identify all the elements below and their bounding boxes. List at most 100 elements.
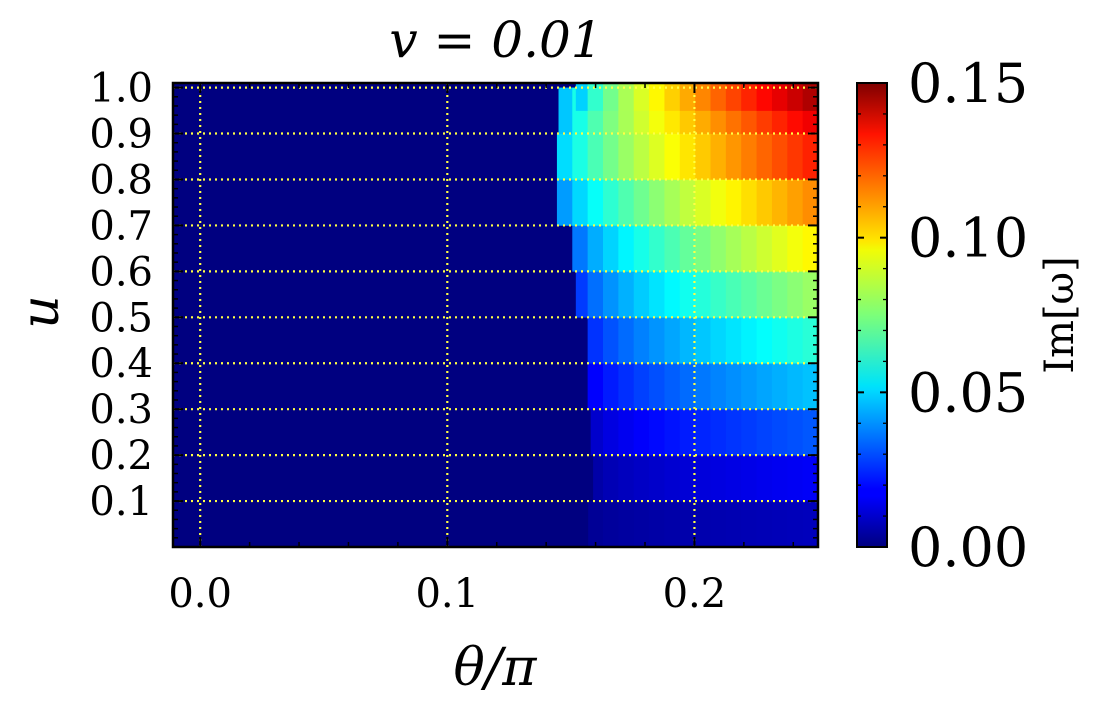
- heatmap-cell: [756, 83, 773, 111]
- heatmap-cell: [725, 179, 742, 226]
- heatmap-cell: [603, 363, 619, 410]
- heatmap-cell: [603, 501, 619, 547]
- y-tick-label: 1.0: [89, 66, 153, 112]
- heatmap-cells: [173, 83, 818, 547]
- y-tick-label: 0.5: [89, 295, 153, 341]
- heatmap-cell: [618, 409, 635, 456]
- x-axis-ticks: 0.0 0.1 0.2: [168, 83, 795, 617]
- heatmap-cell: [618, 363, 635, 410]
- heatmap-cell: [695, 363, 712, 410]
- heatmap-cell: [802, 409, 818, 456]
- colorbar-ticks: 0.00 0.05 0.10 0.15: [857, 52, 1028, 579]
- heatmap-cell: [679, 363, 696, 410]
- heatmap-cell: [664, 83, 681, 111]
- colorbar-label: Im[ω]: [1037, 256, 1083, 374]
- heatmap-cell: [679, 409, 696, 456]
- heatmap-cell: [710, 317, 727, 364]
- heatmap-cell: [618, 83, 635, 111]
- heatmap-cell: [725, 409, 742, 456]
- heatmap-cell: [649, 363, 666, 410]
- heatmap-cell: [633, 317, 650, 364]
- heatmap-cell: [618, 455, 635, 502]
- heatmap-cell: [741, 83, 758, 111]
- heatmap-cell: [771, 501, 788, 547]
- heatmap-cell: [802, 501, 818, 547]
- heatmap-cell: [572, 133, 589, 180]
- heatmap-cell: [725, 363, 742, 410]
- heatmap-cell: [679, 133, 696, 180]
- heatmap-cell: [787, 501, 804, 547]
- heatmap-cell: [603, 455, 619, 502]
- heatmap-cell: [802, 133, 818, 180]
- heatmap-cell: [590, 409, 604, 456]
- heatmap-cell: [664, 271, 681, 318]
- heatmap-cell: [802, 225, 818, 272]
- heatmap-cell: [664, 133, 681, 180]
- heatmap-cell: [771, 179, 788, 226]
- y-axis-ticks: 0.10.20.30.40.50.60.70.80.91.0: [89, 66, 818, 539]
- heatmap-cell: [649, 409, 666, 456]
- heatmap-cell: [695, 409, 712, 456]
- y-tick-label: 0.9: [89, 112, 153, 158]
- heatmap-cell: [633, 501, 650, 547]
- heatmap-cell: [695, 501, 712, 547]
- heatmap-cell: [725, 317, 742, 364]
- heatmap-cell: [649, 225, 666, 272]
- heatmap-cell: [695, 83, 712, 111]
- heatmap-cell: [787, 409, 804, 456]
- heatmap-cell: [664, 225, 681, 272]
- heatmap-cell: [664, 409, 681, 456]
- heatmap-cell: [695, 133, 712, 180]
- heatmap-cell: [802, 271, 818, 318]
- heatmap-cell: [587, 363, 604, 410]
- heatmap-cell: [787, 133, 804, 180]
- colorbar-tick-label: 0.00: [908, 516, 1028, 579]
- heatmap-cell: [695, 317, 712, 364]
- heatmap-cell: [664, 363, 681, 410]
- heatmap-cell: [556, 179, 573, 226]
- heatmap-cell: [741, 409, 758, 456]
- heatmap-cell: [679, 83, 696, 111]
- heatmap-cell: [741, 363, 758, 410]
- colorbar-tick-label: 0.15: [908, 52, 1028, 115]
- heatmap-cell: [633, 363, 650, 410]
- heatmap-cell: [710, 409, 727, 456]
- heatmap-cell: [710, 133, 727, 180]
- heatmap-cell: [587, 83, 604, 111]
- heatmap-cell: [787, 271, 804, 318]
- heatmap-cell: [603, 271, 619, 318]
- x-axis-label: θ/π: [453, 638, 537, 698]
- heatmap-cell: [741, 271, 758, 318]
- heatmap-cell: [593, 455, 604, 502]
- heatmap-cell: [618, 179, 635, 226]
- heatmap-cell: [633, 271, 650, 318]
- heatmap-cell: [649, 83, 666, 111]
- heatmap-cell: [710, 501, 727, 547]
- heatmap-cell: [603, 225, 619, 272]
- heatmap-cell: [587, 225, 604, 272]
- x-tick-label: 0.1: [415, 571, 479, 617]
- heatmap-cell: [695, 179, 712, 226]
- heatmap-cell: [618, 501, 635, 547]
- heatmap-cell: [756, 179, 773, 226]
- heatmap-cell: [771, 363, 788, 410]
- heatmap-cell: [633, 225, 650, 272]
- heatmap-cell: [725, 83, 742, 111]
- x-tick-label: 0.0: [168, 571, 232, 617]
- heatmap-cell: [558, 87, 573, 134]
- heatmap-cell: [725, 455, 742, 502]
- heatmap-cell: [756, 133, 773, 180]
- heatmap-cell: [695, 455, 712, 502]
- heatmap-cell: [741, 501, 758, 547]
- heatmap-cell: [787, 363, 804, 410]
- colorbar-tick-label: 0.05: [908, 361, 1028, 424]
- heatmap-cell: [710, 363, 727, 410]
- heatmap-cell: [572, 225, 589, 272]
- heatmap-cell: [633, 179, 650, 226]
- y-axis-label: u: [11, 295, 71, 329]
- heatmap-cell: [756, 363, 773, 410]
- heatmap-cell: [802, 179, 818, 226]
- heatmap-cell: [756, 409, 773, 456]
- heatmap-cell: [787, 455, 804, 502]
